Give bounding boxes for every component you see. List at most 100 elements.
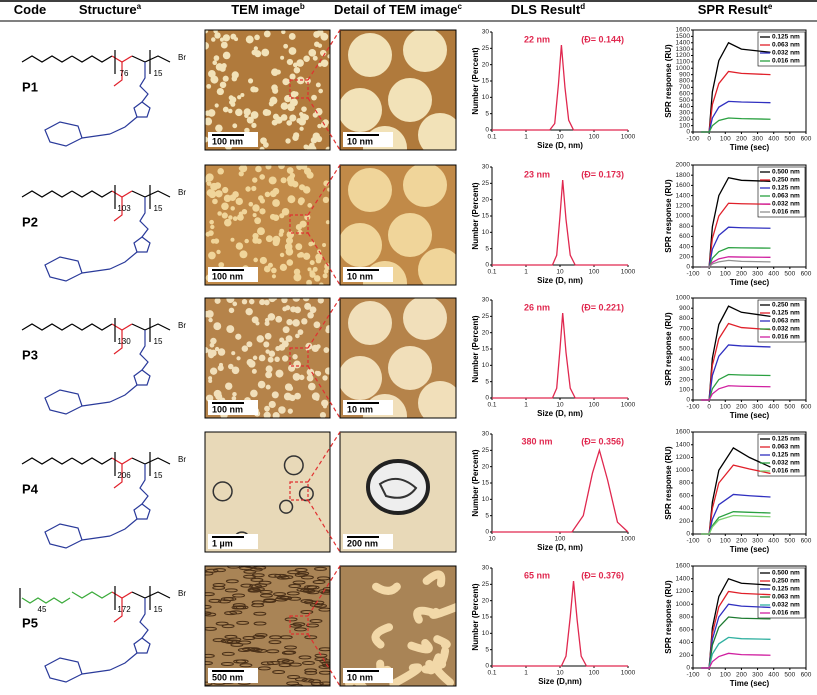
- scale-bar-label: 100 nm: [212, 404, 243, 414]
- y-tick-label: 0: [686, 397, 690, 404]
- y-tick-label: 1000: [676, 467, 691, 474]
- particle: [292, 373, 301, 381]
- particle: [294, 568, 308, 573]
- particle: [286, 591, 300, 596]
- detail-inner: [378, 477, 418, 499]
- x-tick-label: 500: [784, 136, 795, 143]
- x-tick-label: 1: [524, 670, 528, 677]
- initiator: [71, 457, 113, 465]
- binding-curve: [701, 385, 771, 401]
- particle: [208, 190, 217, 199]
- zoom-line: [307, 232, 341, 286]
- x-tick-label: 100: [589, 670, 600, 677]
- particle: [286, 681, 300, 686]
- particle: [293, 627, 307, 632]
- detail-particle: [388, 78, 432, 122]
- particle: [207, 109, 216, 117]
- particle: [264, 405, 270, 412]
- particle: [231, 351, 236, 356]
- particle: [232, 593, 246, 598]
- x-tick-label: -100: [686, 271, 699, 278]
- x-tick-label: 1000: [621, 402, 636, 409]
- particle: [312, 580, 326, 585]
- x-tick-label: 200: [736, 136, 747, 143]
- particle: [246, 116, 254, 124]
- particle: [207, 350, 214, 357]
- y-tick-label: 1000: [676, 601, 691, 608]
- particle: [205, 41, 210, 50]
- sugar-link: [81, 535, 111, 541]
- y-tick-label: 800: [679, 223, 690, 230]
- y-tick-label: 1400: [676, 192, 691, 199]
- legend-label: 0.016 nm: [772, 610, 800, 617]
- detail-particle: [418, 248, 456, 285]
- particle: [278, 406, 286, 414]
- particle: [309, 619, 323, 624]
- particle: [318, 670, 330, 675]
- y-tick-label: 100: [679, 122, 690, 129]
- y-tick-label: 700: [679, 84, 690, 91]
- scale-bar-label: 10 nm: [347, 404, 373, 414]
- particle: [310, 681, 324, 686]
- y-tick-label: 15: [482, 346, 490, 353]
- particle: [318, 664, 330, 669]
- particle: [281, 298, 288, 304]
- particle: [321, 661, 330, 666]
- particle: [255, 165, 262, 173]
- x-tick-label: 100: [720, 271, 731, 278]
- particle: [221, 212, 228, 219]
- y-tick-label: 1000: [676, 65, 691, 72]
- particle: [276, 595, 290, 600]
- particle: [217, 599, 231, 604]
- y-tick-label: 400: [679, 505, 690, 512]
- particle: [248, 201, 254, 207]
- binding-curve: [701, 259, 771, 268]
- glycosidic-linker: [109, 518, 138, 537]
- particle: [290, 306, 297, 313]
- column-header-note: e: [768, 2, 773, 11]
- particle: [279, 252, 285, 258]
- particle: [246, 341, 253, 348]
- particle: [228, 363, 234, 370]
- particle: [318, 88, 323, 94]
- repeat-number: 76: [120, 69, 129, 78]
- particle: [282, 326, 290, 334]
- size-distribution: [492, 448, 629, 533]
- particle: [275, 369, 284, 378]
- y-axis-label: Number (Percent): [471, 182, 480, 249]
- particle: [232, 191, 239, 198]
- particle: [213, 55, 220, 61]
- scale-bar-label: 10 nm: [347, 271, 373, 281]
- particle: [214, 103, 219, 108]
- spr-chart: -100 0 100 200 300 400 500 60002004006008001000…: [664, 429, 812, 554]
- dispersity: (Đ= 0.221): [581, 302, 624, 312]
- particle: [322, 243, 327, 248]
- y-tick-label: 10: [482, 630, 490, 637]
- column-header: SPR Resulte: [698, 2, 773, 17]
- detail-particles: [340, 165, 456, 285]
- y-tick-label: 2000: [676, 162, 691, 169]
- particle: [263, 598, 277, 603]
- x-tick-label: 200: [736, 271, 747, 278]
- particle: [228, 307, 235, 314]
- particle: [269, 635, 283, 640]
- particle: [221, 202, 229, 211]
- particle: [292, 134, 299, 141]
- detail-worm: [371, 623, 393, 649]
- zoom-box: [289, 214, 309, 234]
- particle: [226, 298, 235, 304]
- particle: [281, 340, 289, 348]
- particle: [301, 318, 308, 325]
- particle: [208, 376, 213, 381]
- particle: [298, 655, 312, 660]
- particle: [237, 95, 242, 100]
- particle: [257, 666, 271, 671]
- particle: [311, 344, 319, 353]
- particle: [205, 30, 209, 34]
- y-tick-label: 15: [482, 480, 490, 487]
- particle: [259, 593, 273, 598]
- particle: [278, 663, 292, 668]
- y-tick-label: 1500: [676, 33, 691, 40]
- particle: [317, 123, 322, 129]
- legend-label: 0.016 nm: [772, 334, 800, 341]
